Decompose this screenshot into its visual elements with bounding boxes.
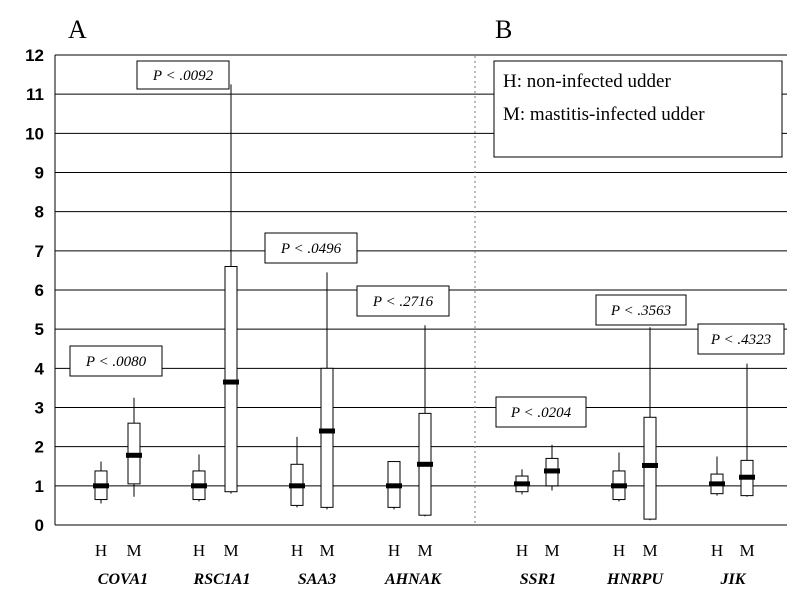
group-label-m: M — [417, 541, 432, 560]
gene-rsc1a1-m-box — [224, 266, 238, 493]
legend-entry-m: M: mastitis-infected udder — [503, 104, 705, 125]
gene-saa3-h-median — [289, 483, 305, 489]
y-tick-label: 0 — [35, 516, 44, 535]
gene-cova1-h-median — [93, 483, 109, 489]
gene-hnrpu-m-box — [643, 416, 657, 520]
group-label-h: H — [95, 541, 107, 560]
y-tick-label: 5 — [35, 320, 44, 339]
panel-label-a: A — [68, 15, 87, 44]
boxes — [93, 84, 755, 521]
gene-rsc1a1-m-median — [223, 379, 239, 385]
group-label-h: H — [291, 541, 303, 560]
p-value-annotations: P < .0080 P < .0092 P < .0496 P < .2716 P < … — [69, 60, 785, 428]
y-tick-label: 1 — [35, 477, 44, 496]
p-value-label: P < .0204 — [510, 405, 572, 421]
gene-label: JIK — [720, 571, 747, 588]
y-tick-label: 8 — [35, 203, 44, 222]
legend: H: non-infected udder M: mastitis-infect… — [493, 60, 783, 158]
legend-box — [493, 60, 783, 158]
p-value-box — [356, 285, 450, 317]
gene-jik-h-median — [709, 481, 725, 487]
p-value-box — [69, 345, 163, 377]
gene-saa3-m-box — [320, 367, 334, 508]
group-label-m: M — [739, 541, 754, 560]
p-value-box — [697, 323, 785, 355]
p-value-label: P < .4323 — [710, 332, 771, 348]
gene-label: AHNAK — [384, 571, 442, 588]
y-tick-label: 12 — [25, 46, 44, 65]
y-tick-label: 2 — [35, 438, 44, 457]
p-value-label: P < .0496 — [280, 241, 342, 257]
y-tick-label: 6 — [35, 281, 44, 300]
p-value-box — [495, 396, 587, 428]
gene-hnrpu-m-median — [642, 462, 658, 468]
p-value-box — [264, 232, 358, 264]
group-label-m: M — [126, 541, 141, 560]
p-value-box — [136, 60, 230, 90]
gene-label: SSR1 — [520, 571, 556, 588]
p-value-label: P < .3563 — [610, 303, 671, 319]
y-tick-label: 9 — [35, 164, 44, 183]
gene-label: HNRPU — [606, 571, 664, 588]
p-value-label: P < .2716 — [372, 294, 434, 310]
panel-label-b: B — [495, 15, 512, 44]
y-tick-label: 10 — [25, 124, 44, 143]
y-tick-label: 7 — [35, 242, 44, 261]
gene-ahnak-m-median — [417, 461, 433, 467]
gene-saa3-m-median — [319, 428, 335, 434]
group-label-m: M — [319, 541, 334, 560]
gene-hnrpu-h-median — [611, 483, 627, 489]
gene-ssr1-h-median — [514, 481, 530, 487]
group-label-h: H — [388, 541, 400, 560]
p-value-box — [595, 294, 687, 326]
legend-entry-h: H: non-infected udder — [503, 71, 671, 92]
p-value-label: P < .0080 — [85, 354, 147, 370]
y-tick-label: 3 — [35, 399, 44, 418]
gene-label: COVA1 — [98, 571, 148, 588]
gene-cova1-m-median — [126, 452, 142, 458]
group-label-h: H — [613, 541, 625, 560]
y-tick-label: 4 — [35, 359, 45, 378]
gene-ssr1-m-median — [544, 468, 560, 474]
gene-label: RSC1A1 — [193, 571, 251, 588]
group-label-h: H — [711, 541, 723, 560]
y-tick-label: 11 — [26, 85, 44, 104]
group-label-m: M — [642, 541, 657, 560]
gene-rsc1a1-h-median — [191, 483, 207, 489]
p-value-label: P < .0092 — [152, 68, 214, 84]
group-label-h: H — [193, 541, 205, 560]
gene-jik-m-median — [739, 474, 755, 480]
gene-label: SAA3 — [298, 571, 336, 588]
group-label-m: M — [544, 541, 559, 560]
group-label-h: H — [516, 541, 528, 560]
group-label-m: M — [223, 541, 238, 560]
gene-ahnak-h-median — [386, 483, 402, 489]
